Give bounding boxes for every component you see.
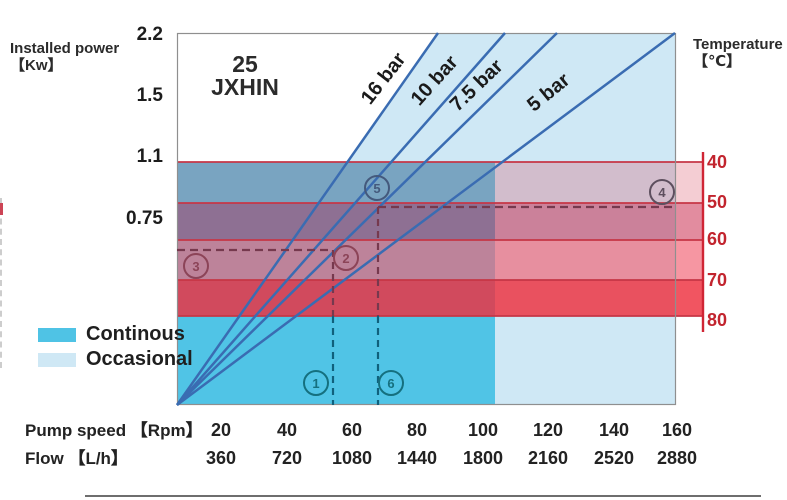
bottom-edge-crop-artifact [85,495,761,497]
flow-tick: 720 [271,448,303,468]
speed-tick: 20 [210,420,232,440]
legend-label-continuous: Continous [86,323,185,345]
temp-band-70-80 [177,280,703,316]
speed-tick: 40 [276,420,298,440]
power-tick: 2.2 [136,24,163,45]
temp-band-40-50 [177,162,703,203]
speed-tick: 160 [661,420,693,440]
flow-axis-label: Flow 【L/h】 [25,449,128,468]
speed-tick: 140 [598,420,630,440]
flow-tick: 2880 [656,448,698,468]
temperature-axis-title-line1: Temperature [693,36,783,53]
speed-axis-label: Pump speed 【Rpm】 [25,421,203,440]
power-axis-title-line1: Installed power [10,40,120,57]
occasional-upper-wedge [347,33,676,162]
plot-border [176,32,677,406]
legend-swatch-continuous [38,328,76,342]
marker-circle-3: 3 [183,253,209,279]
lines-layer [175,31,705,407]
legend-swatch-occasional [38,353,76,367]
marker-circle-6: 6 [378,370,404,396]
chart-title-brand: JXHIN [211,74,279,100]
marker-circle-1: 1 [303,370,329,396]
left-edge-red-artifact [0,203,3,215]
flow-tick: 2160 [527,448,569,468]
power-tick: 1.1 [136,146,163,167]
pressure-line-16bar [175,32,440,406]
marker-circle-4: 4 [649,179,675,205]
power-axis-title: Installed power 【Kw】 [10,40,119,74]
temp-tick: 70 [707,270,728,290]
flow-tick: 1800 [462,448,504,468]
speed-tick: 60 [341,420,363,440]
chart-title: 25 JXHIN [185,53,305,99]
flow-tick: 1080 [331,448,373,468]
power-tick: 0.75 [126,208,163,229]
plot-area: 16 bar 10 bar 7.5 bar 5 bar 1 2 3 4 5 6 [175,31,705,407]
speed-tick: 80 [406,420,428,440]
left-edge-crop-artifact [0,198,2,368]
power-tick: 1.5 [136,85,163,106]
marker-circle-2: 2 [333,245,359,271]
speed-tick: 100 [467,420,499,440]
temperature-axis-title-line2: 【℃】 [693,53,742,70]
temperature-axis-title: Temperature 【℃】 [693,36,783,70]
pressure-line-5bar [176,31,676,407]
temp-band-60-70 [177,240,703,280]
temp-tick: 60 [707,229,728,249]
temp-tick: 80 [707,310,728,330]
flow-tick: 2520 [593,448,635,468]
pressure-line-10bar [176,32,506,406]
legend-label-occasional: Occasional [86,348,193,370]
temp-tick: 40 [707,152,728,172]
power-axis-title-line2: 【Kw】 [10,57,63,74]
flow-tick: 1440 [396,448,438,468]
temp-tick: 50 [707,192,728,212]
speed-tick: 120 [532,420,564,440]
chart-title-model: 25 [232,51,258,77]
marker-circle-5: 5 [364,175,390,201]
pressure-line-7-5bar [176,32,558,406]
flow-tick: 360 [205,448,237,468]
